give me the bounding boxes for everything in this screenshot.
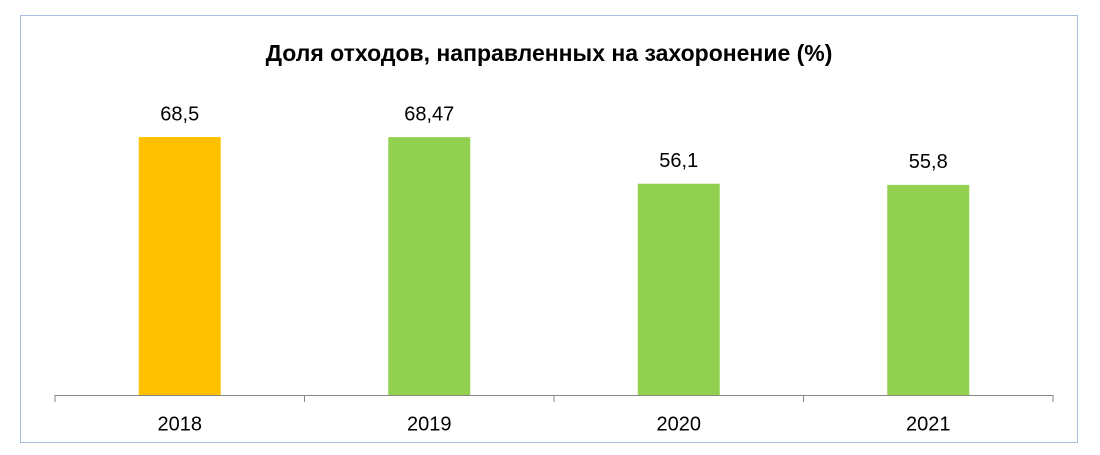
value-label: 68,5 [160,103,199,125]
bar [637,183,720,395]
chart-title: Доля отходов, направленных на захоронени… [266,40,833,66]
x-tick-label: 2021 [906,413,951,435]
x-tick-label: 2020 [657,413,702,435]
bar [388,137,471,396]
x-tick-label: 2018 [158,413,203,435]
value-label: 55,8 [909,151,948,173]
bar [138,137,221,396]
value-label: 56,1 [659,150,698,172]
bar [887,184,970,395]
value-label: 68,47 [404,103,454,125]
x-tick-label: 2019 [407,413,452,435]
